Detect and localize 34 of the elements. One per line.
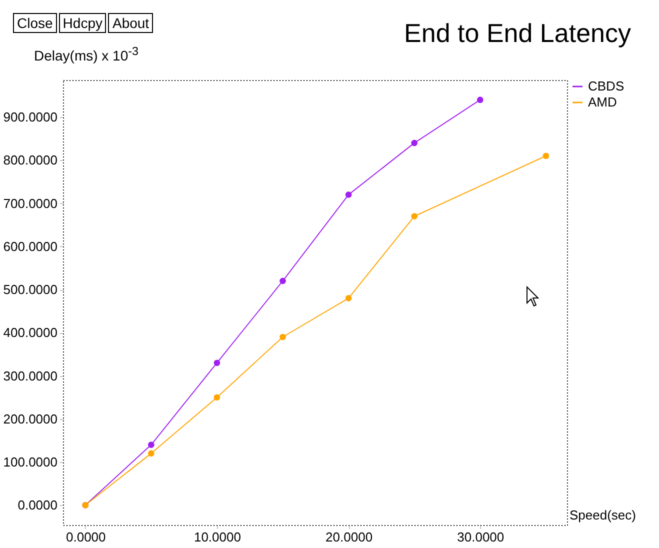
y-tick-label: 400.0000 (3, 325, 58, 340)
y-tick-label: 600.0000 (3, 238, 58, 254)
text: Close (13, 13, 57, 33)
point (345, 295, 352, 302)
x-tick-label: 10.0000 (194, 530, 241, 544)
point (148, 442, 154, 448)
text: About (108, 13, 154, 33)
y-tick-label: 100.0000 (3, 454, 58, 470)
x-tick-label: 20.0000 (326, 530, 373, 544)
x-tick-label: 0.0000 (66, 530, 106, 544)
chart-title: End to End Latency (404, 18, 631, 49)
point (148, 450, 154, 457)
point (411, 140, 418, 146)
point (214, 360, 220, 366)
y-axis-title: Delay(ms) x 10$^{-3}$ (34, 45, 139, 64)
point (280, 278, 286, 284)
y-tick-label: 300.0000 (3, 368, 58, 384)
y-tick-label: 500.0000 (3, 282, 58, 298)
point (542, 152, 550, 160)
y-tick-label: 200.0000 (3, 411, 58, 426)
legend-label: AMD (588, 94, 617, 110)
x-axis-title: Speed(sec) (570, 508, 636, 522)
point (280, 334, 286, 340)
y-tick-label: 800.0000 (3, 152, 58, 168)
point (214, 394, 220, 401)
y-tick-label: 0.0000 (18, 498, 58, 513)
point (345, 192, 352, 198)
text: Hdcpy (58, 13, 106, 33)
y-tick-label: 700.0000 (3, 196, 58, 211)
point (476, 96, 484, 103)
legend-label: CBDS (588, 78, 624, 94)
point (411, 213, 418, 220)
x-tick-label: 30.0000 (457, 530, 504, 544)
y-tick-label: 900.0000 (3, 110, 58, 125)
